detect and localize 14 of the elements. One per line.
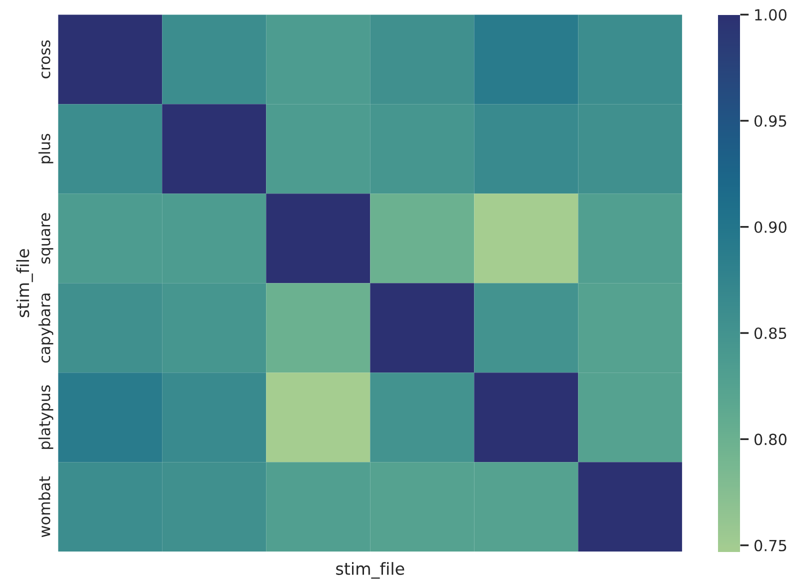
- color-bar-label: 1.00: [755, 9, 786, 21]
- color-bar-label: 0.80: [754, 434, 786, 446]
- y-tick-label: platypus: [38, 385, 54, 449]
- color-bar-label: 0.95: [754, 115, 786, 127]
- y-tick-label: plus: [38, 134, 54, 164]
- y-axis-title: stim_file: [16, 249, 33, 318]
- y-tick-label: capybara: [38, 294, 54, 363]
- y-tick-label: wombat: [38, 476, 50, 538]
- color-bar-label: 0.90: [754, 221, 786, 233]
- y-tick-label: cross: [42, 40, 50, 78]
- x-axis-title: stim_file: [336, 562, 404, 579]
- color-bar-label: 0.85: [754, 327, 786, 340]
- y-tick-label: square: [42, 213, 54, 264]
- color-bar-label: 0.75: [754, 540, 786, 552]
